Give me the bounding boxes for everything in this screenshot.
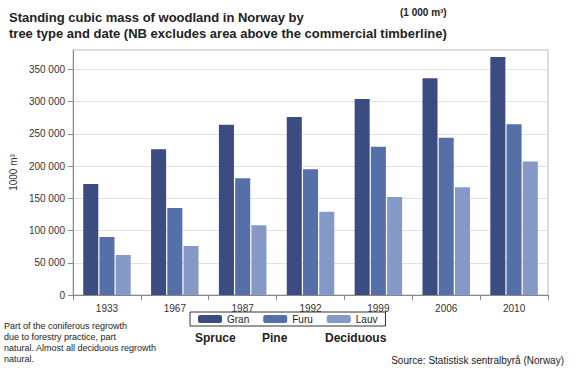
svg-text:300 000: 300 000 [29,96,66,107]
svg-text:Deciduous: Deciduous [325,331,387,345]
svg-text:1967: 1967 [164,303,187,314]
svg-text:natural. Almost all deciduous: natural. Almost all deciduous regrowth [4,343,156,353]
svg-text:Lauv: Lauv [356,314,378,325]
svg-text:350 000: 350 000 [29,64,66,75]
svg-text:tree type and date (NB exclude: tree type and date (NB excludes area abo… [9,26,447,41]
svg-text:0: 0 [59,290,65,301]
svg-text:due to forestry practice, part: due to forestry practice, part [4,332,117,342]
svg-text:1992: 1992 [299,302,322,314]
svg-text:natural.: natural. [4,354,34,364]
svg-text:Gran: Gran [227,314,249,325]
svg-text:Spruce: Spruce [195,331,236,345]
svg-text:50 000: 50 000 [34,257,65,268]
svg-text:1999: 1999 [367,302,390,314]
svg-text:1000 m³: 1000 m³ [8,153,19,190]
svg-text:2010: 2010 [503,303,526,314]
svg-text:1987: 1987 [231,302,254,314]
svg-text:200 000: 200 000 [29,161,66,172]
svg-text:100 000: 100 000 [29,225,66,236]
svg-text:(1 000 m³): (1 000 m³) [400,7,447,18]
svg-text:2006: 2006 [435,303,458,314]
svg-text:Part of the coniferous regrowt: Part of the coniferous regrowth [4,321,127,331]
svg-text:Source: Statistisk sentralbyrå: Source: Statistisk sentralbyrå (Norway) [391,355,564,366]
svg-text:150 000: 150 000 [29,193,66,204]
svg-text:Standing cubic mass of woodlan: Standing cubic mass of woodland in Norwa… [9,10,304,25]
svg-text:1933: 1933 [96,303,119,314]
svg-text:Furu: Furu [292,314,313,325]
svg-text:250 000: 250 000 [29,128,66,139]
svg-text:Pine: Pine [262,331,288,345]
